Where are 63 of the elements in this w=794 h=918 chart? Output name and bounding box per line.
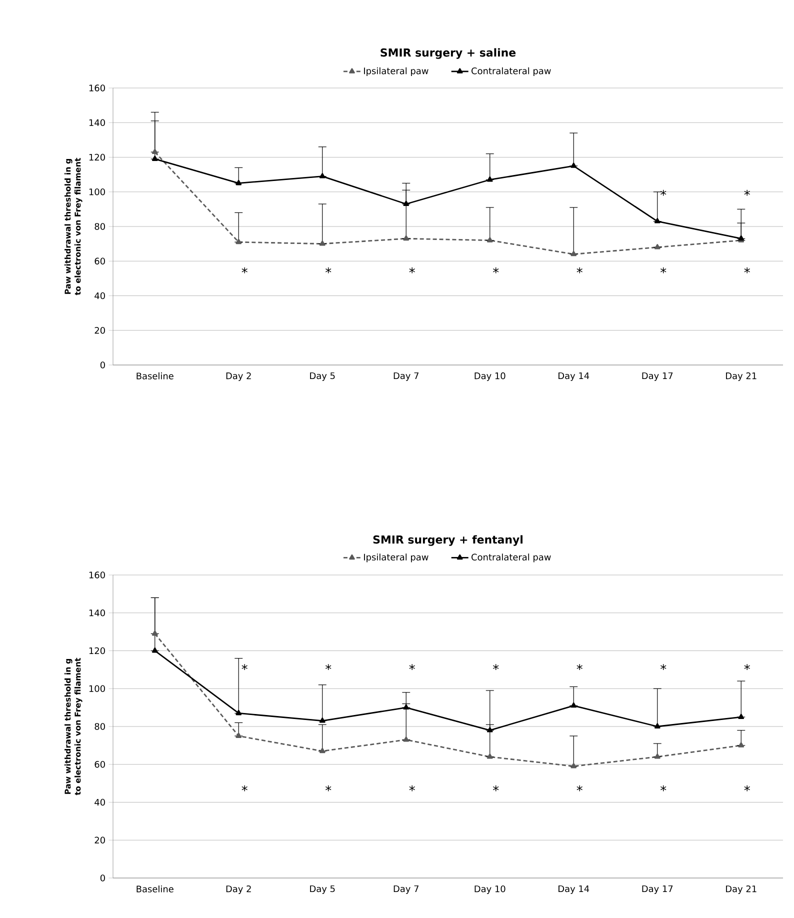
y-tick-label: 160 — [89, 572, 105, 578]
x-tick-label: Day 7 — [394, 885, 418, 894]
y-tick-label: 60 — [94, 760, 105, 768]
annotation: * — [493, 267, 499, 274]
annotation: * — [660, 785, 666, 792]
y-tick-label: 100 — [89, 685, 105, 692]
chart-title: SMIR surgery + fentanyl — [373, 535, 522, 546]
y-tick-label: 0 — [100, 362, 105, 368]
y-tick-label: 120 — [89, 154, 105, 161]
x-tick-label: Day 7 — [394, 372, 418, 381]
x-tick-label: Day 5 — [310, 372, 335, 381]
x-tick-label: Day 5 — [310, 885, 335, 894]
y-tick-label: 0 — [100, 874, 105, 882]
y-tick-label: 40 — [94, 798, 105, 806]
x-tick-label: Day 21 — [726, 372, 756, 381]
annotation: * — [242, 267, 248, 274]
x-tick-label: Day 17 — [642, 372, 673, 381]
annotation: * — [493, 664, 499, 670]
annotation: * — [242, 664, 248, 670]
annotation: * — [493, 785, 499, 792]
y-tick-label: 80 — [94, 723, 105, 730]
x-tick-label: Baseline — [136, 372, 174, 380]
annotation: * — [744, 664, 750, 670]
y-tick-label: 40 — [94, 292, 105, 300]
legend-label: Contralateral paw — [472, 554, 551, 562]
annotation: * — [326, 664, 332, 670]
y-tick-label: 20 — [94, 836, 105, 844]
x-tick-label: Day 2 — [226, 885, 251, 894]
legend-label: Ipsilateral paw — [364, 554, 428, 562]
annotation: * — [660, 267, 666, 274]
annotation: * — [576, 785, 582, 792]
y-tick-label: 60 — [94, 258, 105, 265]
legend-label: Contralateral paw — [472, 67, 551, 76]
annotation: * — [409, 785, 415, 792]
annotation: * — [576, 267, 582, 274]
annotation: * — [744, 190, 750, 196]
y-tick-label: 100 — [89, 188, 105, 196]
annotation: * — [744, 785, 750, 792]
x-tick-label: Day 2 — [226, 372, 251, 381]
y-tick-label: 120 — [89, 647, 105, 654]
y-tick-label: 80 — [94, 223, 105, 230]
annotation: * — [576, 664, 582, 670]
x-tick-label: Day 10 — [474, 372, 506, 381]
annotation: * — [326, 785, 332, 792]
legend-label: Ipsilateral paw — [364, 67, 428, 76]
annotation: * — [744, 267, 750, 274]
annotation: * — [409, 267, 415, 274]
x-tick-label: Day 14 — [558, 372, 590, 381]
annotation: * — [660, 664, 666, 670]
y-tick-label: 140 — [89, 609, 105, 616]
y-tick-label: 20 — [94, 326, 105, 334]
y-tick-label: 140 — [89, 119, 105, 126]
x-tick-label: Day 21 — [726, 885, 756, 894]
annotation: * — [660, 190, 666, 196]
x-tick-label: Day 10 — [474, 885, 506, 894]
y-tick-label: 160 — [89, 84, 105, 92]
x-tick-label: Baseline — [136, 885, 174, 892]
x-tick-label: Day 17 — [642, 885, 673, 894]
annotation: * — [326, 267, 332, 274]
x-tick-label: Day 14 — [558, 885, 590, 894]
chart-title: SMIR surgery + saline — [380, 48, 516, 59]
annotation: * — [409, 664, 415, 670]
annotation: * — [242, 785, 248, 792]
